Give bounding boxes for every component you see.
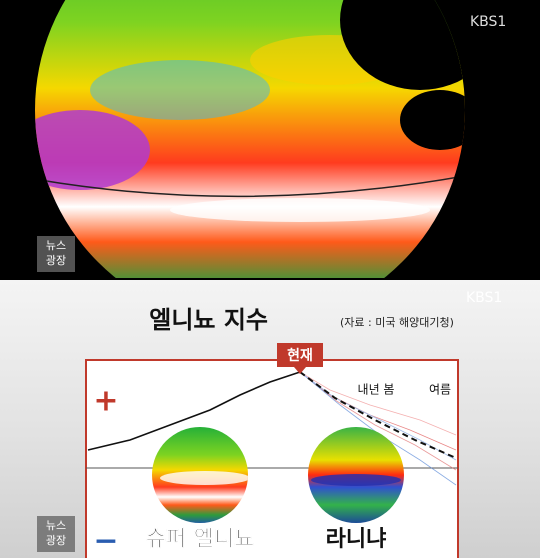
broadcaster: KBS1 (470, 14, 506, 30)
bottom-frame: KBS1 엘니뇨 지수 (자료 : 미국 해양대기청) 현재 + − 내년 봄 … (0, 280, 540, 558)
now-marker: 현재 (287, 348, 313, 364)
now-marker-box (277, 343, 323, 367)
logo-box (37, 236, 75, 272)
logo-text: 뉴스 (46, 519, 66, 532)
now-marker-pointer (294, 367, 306, 374)
source: (자료 : 미국 해양대기청) (340, 315, 454, 329)
globe-super-el-nino (152, 427, 248, 523)
logo-box (37, 516, 75, 552)
negative-sign: − (93, 524, 118, 558)
globe-label: 슈퍼 엘니뇨 (146, 527, 255, 552)
season-label: 여름 (429, 383, 451, 397)
title: 엘니뇨 지수 (149, 306, 268, 334)
logo-text: 뉴스 (46, 239, 66, 252)
broadcaster: KBS1 (466, 290, 502, 306)
logo-text: 광장 (46, 254, 66, 267)
season-label: 내년 봄 (358, 383, 395, 397)
top-frame: KBS1 뉴스 광장 (35, 0, 507, 278)
logo-text: 광장 (46, 534, 66, 547)
index-line (87, 371, 301, 451)
globe-label: 라니냐 (326, 527, 387, 552)
positive-sign: + (93, 384, 118, 419)
globe-la-nina (308, 427, 404, 523)
globe (35, 0, 465, 278)
chart-panel (85, 359, 459, 558)
